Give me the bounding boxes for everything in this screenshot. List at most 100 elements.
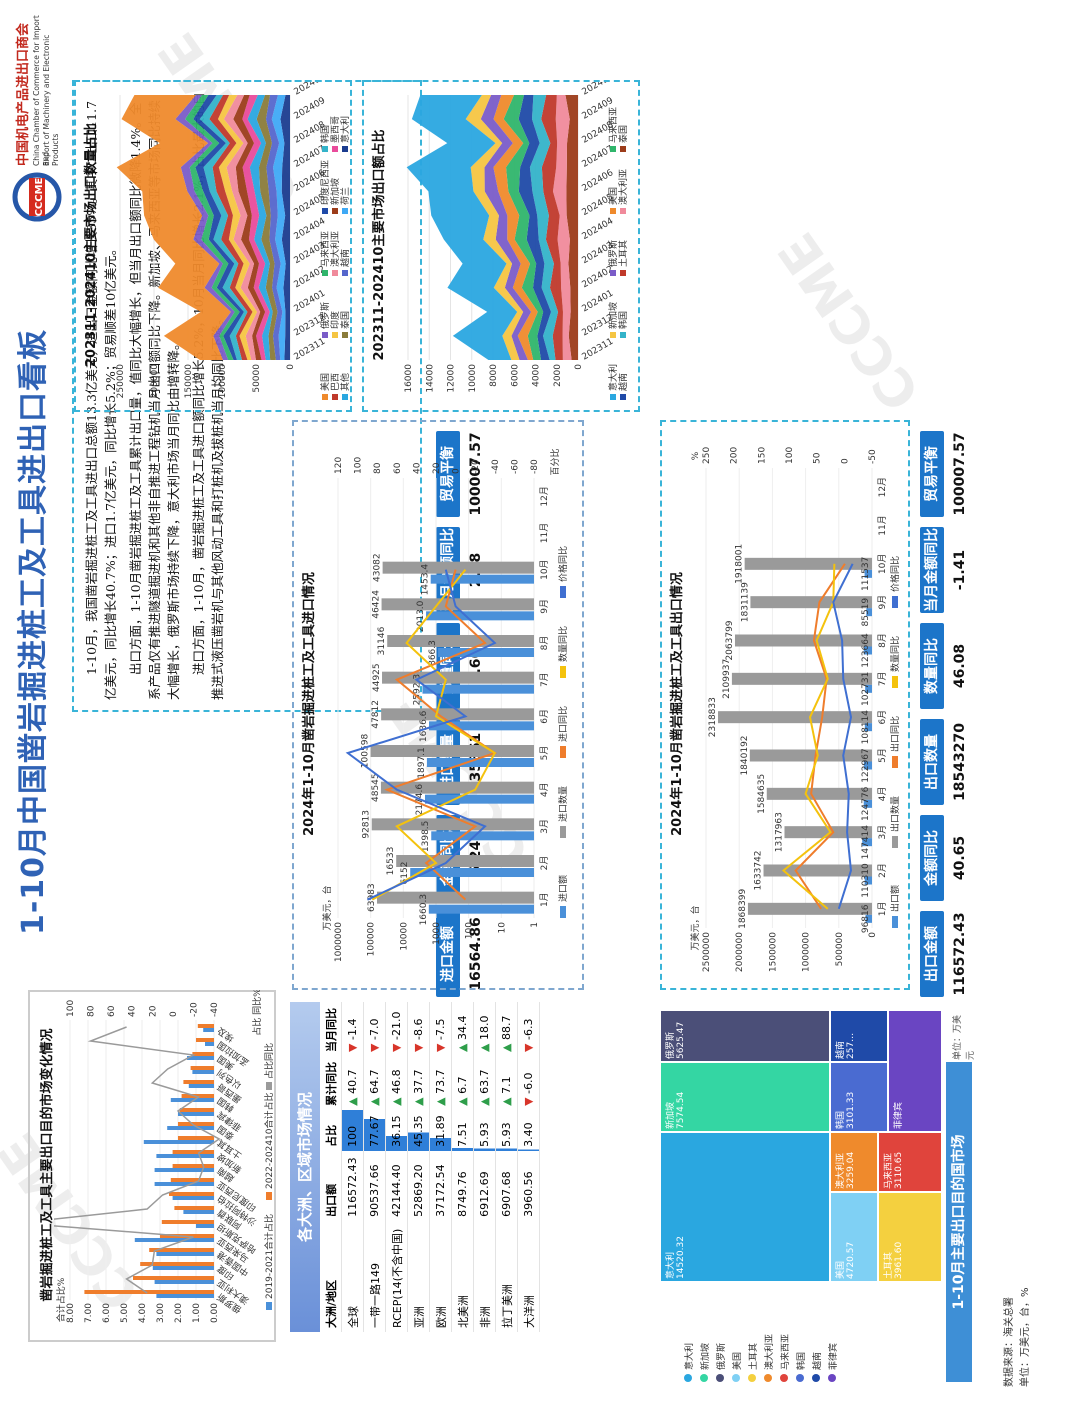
legend-swatch bbox=[266, 1192, 272, 1200]
bar-import-qty bbox=[387, 635, 534, 647]
legend-swatch bbox=[892, 676, 898, 688]
qty-data-label: 47812 bbox=[371, 700, 381, 729]
treemap-panel: 1-10月主要出口目的国市场 单位：万美元 意大利 14520.32 新加坡 7574… bbox=[620, 1010, 980, 1382]
region-month-yoy: ▼ -7.5 bbox=[429, 1002, 452, 1056]
region-month-yoy: ▲ 88.7 bbox=[495, 1002, 518, 1056]
x-tick-label: 4月 bbox=[539, 782, 550, 797]
bar-2022-share bbox=[169, 1192, 214, 1196]
region-cum-yoy: ▲ 73.7 bbox=[429, 1055, 452, 1110]
treemap-legend-item: 菲律宾 bbox=[824, 1286, 840, 1382]
regions-title: 各大洲、区域市场情况 bbox=[290, 1002, 320, 1332]
area-value-title: 202311-202410主要市场出口额占比 bbox=[372, 129, 387, 361]
bar-import-qty bbox=[382, 561, 534, 574]
bar-export-qty bbox=[731, 672, 873, 685]
legend-label: 新加坡 bbox=[607, 302, 619, 329]
area-layer bbox=[503, 95, 544, 360]
bar-import-qty bbox=[396, 855, 534, 867]
legend-swatch bbox=[342, 394, 348, 400]
area-layer bbox=[565, 95, 578, 360]
x-tick-label: 3月 bbox=[539, 819, 550, 834]
x-tick-label: 4月 bbox=[877, 786, 888, 801]
treemap-cell-value: 14520.32 bbox=[676, 1236, 686, 1279]
y-tick-label: 1000 bbox=[432, 922, 442, 945]
region-name: 大洋洲 bbox=[517, 1220, 540, 1332]
bar-2022-share bbox=[178, 1122, 214, 1126]
value-data-label: 111537 bbox=[861, 557, 871, 591]
right-axis-label: 占比 同比% bbox=[251, 990, 263, 1036]
export-combo-chart: 0 500000 1000000 1500000 2000000 2500000 -50 0 5… bbox=[689, 447, 901, 973]
region-name: 北美洲 bbox=[451, 1220, 474, 1332]
unit-note: 单位：万美元，台，% bbox=[1020, 1287, 1031, 1387]
legend-swatch bbox=[560, 586, 566, 598]
y-tick-label: 1000000 bbox=[334, 922, 344, 962]
y-tick-label: 150000 bbox=[184, 364, 194, 399]
regions-row: 大洋洲 3960.56 3.40 ▼ -6.0 ▼ -6.3 bbox=[517, 1002, 540, 1332]
bar-2022-share bbox=[183, 1080, 214, 1084]
bar-import-value bbox=[422, 684, 534, 694]
region-month-yoy: ▼ -1.4 bbox=[341, 1002, 364, 1056]
y-tick-label: 12000 bbox=[447, 364, 457, 393]
qty-data-label: 1633742 bbox=[754, 850, 764, 890]
kpi-label: 出口数量 bbox=[920, 719, 944, 805]
legend-label: 意大利 bbox=[339, 116, 350, 143]
bar-export-value bbox=[863, 761, 872, 770]
y2-tick-label: -50 bbox=[868, 449, 878, 464]
bar-2019-share bbox=[156, 1252, 214, 1256]
bar-2019-share bbox=[203, 1028, 214, 1032]
value-data-label: 866.3 bbox=[428, 640, 438, 666]
bar-2022-share bbox=[178, 1136, 214, 1140]
legend-label: 越南 bbox=[339, 249, 350, 267]
bar-2019-share bbox=[156, 1154, 214, 1158]
area-layer bbox=[193, 95, 244, 360]
legend-label: 出口额 bbox=[889, 885, 901, 912]
region-cum-yoy: ▲ 7.1 bbox=[495, 1055, 518, 1110]
bar-2019-share bbox=[134, 1238, 214, 1242]
treemap-cell: 土耳其 3961.60 bbox=[878, 1192, 942, 1282]
kpi_export-kpi-0: 出口金额 116572.43 bbox=[920, 911, 978, 997]
bar-import-value bbox=[426, 611, 534, 621]
bar-2019-share bbox=[154, 1168, 214, 1172]
bar-2019-share bbox=[187, 1056, 214, 1060]
legend-dot-icon bbox=[716, 1374, 724, 1382]
right-unit-label: 百分比 bbox=[549, 448, 561, 475]
legend-label: 泰国 bbox=[339, 311, 350, 329]
region-value: 116572.43 bbox=[341, 1150, 364, 1221]
bar-import-qty bbox=[380, 781, 534, 794]
bar-2022-share bbox=[161, 1220, 215, 1224]
treemap-legend-item: 马来西亚 bbox=[776, 1286, 792, 1382]
legend-label: 出口数量 bbox=[889, 796, 901, 832]
x-tick-label: 202410 bbox=[293, 82, 328, 98]
legend-swatch bbox=[332, 270, 338, 276]
qty-data-label: 92813 bbox=[362, 810, 372, 839]
cccme-logo-icon: CCCME bbox=[12, 172, 62, 222]
legend-swatch bbox=[620, 394, 626, 400]
arrow-up-icon: ▲ bbox=[434, 1097, 447, 1106]
legend-swatch bbox=[266, 1082, 272, 1090]
bar-export-qty bbox=[718, 711, 872, 724]
area-qty-panel: 202311-202410主要市场出口数量占比 0 50000 100000 1500… bbox=[74, 80, 352, 412]
legend-label: 菲律宾 bbox=[828, 1342, 839, 1370]
x-tick-label: 202404 bbox=[581, 216, 616, 242]
treemap-cell: 意大利 14520.32 bbox=[660, 1132, 830, 1282]
treemap-cell: 韩国 3101.33 bbox=[830, 1062, 888, 1132]
region-month-yoy: ▼ -7.0 bbox=[363, 1002, 386, 1056]
bar-2019-share bbox=[183, 1210, 214, 1214]
y-tick-label: 14000 bbox=[425, 364, 435, 393]
value-data-label: 1398.5 bbox=[421, 821, 431, 853]
y-tick-label: 10 bbox=[497, 922, 507, 934]
x-tick-label: 202409 bbox=[293, 96, 328, 122]
arrow-down-icon: ▼ bbox=[412, 1043, 425, 1052]
legend-label: 印度 bbox=[329, 311, 341, 329]
page-title: 1-10月中国凿岩掘进桩工及工具进出口看板 bbox=[16, 328, 51, 936]
line-price-yoy bbox=[345, 569, 497, 901]
y2-tick-label: -80 bbox=[530, 459, 540, 474]
legend-label: 价格同比 bbox=[889, 556, 901, 592]
region-name: 欧洲 bbox=[429, 1220, 452, 1332]
treemap-cell-value: 257… bbox=[846, 1032, 856, 1059]
legend-dot-icon bbox=[732, 1374, 740, 1382]
treemap-legend-item: 美国 bbox=[728, 1286, 744, 1382]
area-layer bbox=[552, 95, 572, 360]
region-month-yoy: ▼ -8.6 bbox=[407, 1002, 430, 1056]
legend-dot-icon bbox=[684, 1374, 692, 1382]
value-data-label: 1660.3 bbox=[419, 894, 429, 926]
